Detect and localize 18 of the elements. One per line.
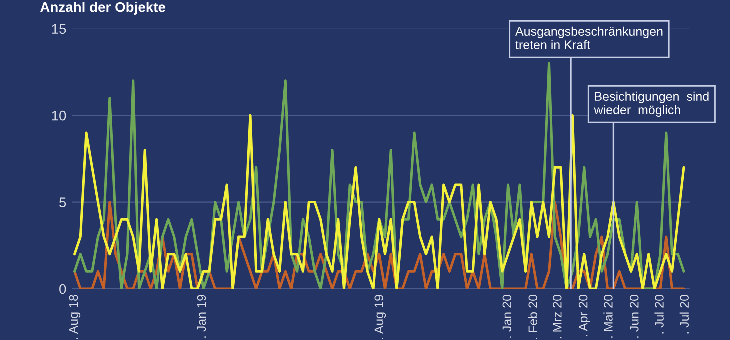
- ref-line-label: Besichtigungen sind wieder möglich: [594, 92, 709, 117]
- x-tick-label: . Jan 19: [197, 295, 206, 338]
- x-tick-label: . Jun 20: [630, 295, 639, 338]
- x-tick-label: . Mrz 20: [552, 295, 562, 339]
- x-tick-label: . Feb 20: [528, 295, 538, 340]
- y-tick-label: 5: [60, 198, 66, 208]
- x-tick-label: . Apr 20: [578, 295, 590, 336]
- x-tick-label: . Mai 20: [604, 295, 613, 338]
- y-tick-label: 10: [52, 110, 66, 121]
- ref-line-label: Ausgangsbeschränkungen treten in Kraft: [515, 26, 663, 50]
- y-tick-label: 15: [52, 24, 66, 34]
- y-tick-label: 0: [60, 284, 66, 294]
- x-tick-label: . Jul 20: [680, 295, 690, 334]
- x-tick-label: . Aug 19: [374, 295, 386, 340]
- y-axis-title: Anzahl der Objekte: [40, 2, 166, 15]
- x-tick-label: . Aug 18: [69, 295, 81, 340]
- x-tick-label: . Jul 20: [654, 295, 664, 334]
- x-tick-label: . Jan 20: [502, 295, 512, 338]
